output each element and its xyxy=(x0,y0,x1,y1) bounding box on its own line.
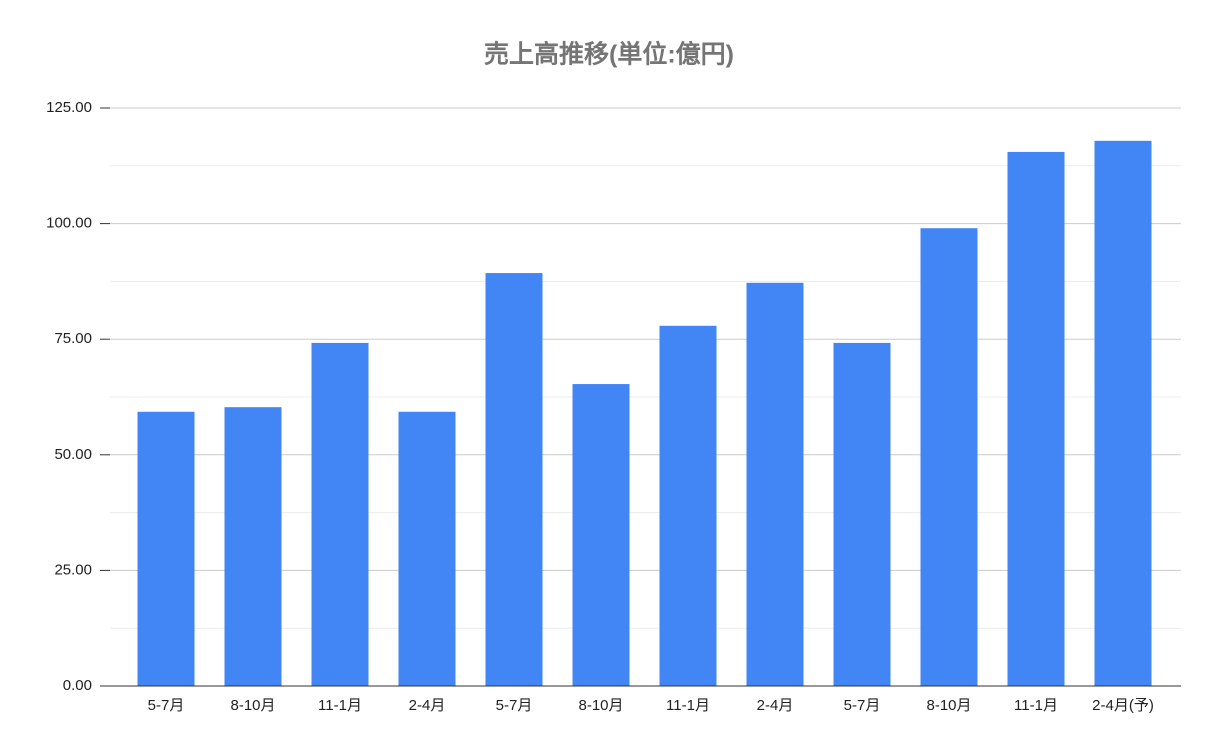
chart-title: 売上高推移(単位:億円) xyxy=(484,40,734,69)
bar xyxy=(485,273,543,686)
x-tick-label: 2-4月 xyxy=(409,697,446,714)
bar xyxy=(398,411,456,686)
bar xyxy=(920,228,978,686)
x-tick-label: 8-10月 xyxy=(926,697,971,714)
x-tick-label: 8-10月 xyxy=(578,697,623,714)
x-tick-label: 2-4月 xyxy=(757,697,794,714)
y-tick-label: 100.00 xyxy=(46,215,92,232)
x-tick-label: 5-7月 xyxy=(496,697,533,714)
x-tick-label: 11-1月 xyxy=(1014,697,1058,714)
x-tick-label: 5-7月 xyxy=(844,697,881,714)
bar xyxy=(746,282,804,686)
bar xyxy=(659,325,717,686)
bar xyxy=(1094,140,1152,687)
x-tick-label: 8-10月 xyxy=(230,697,275,714)
y-tick-label: 125.00 xyxy=(46,99,92,116)
y-tick-label: 50.00 xyxy=(54,446,92,463)
bar xyxy=(833,342,891,686)
bar xyxy=(224,407,282,686)
x-tick-label: 11-1月 xyxy=(318,697,362,714)
y-tick-label: 0.00 xyxy=(63,677,92,694)
bar xyxy=(137,411,195,686)
y-tick-label: 75.00 xyxy=(54,330,92,347)
x-tick-label: 5-7月 xyxy=(148,697,185,714)
x-tick-label: 11-1月 xyxy=(666,697,710,714)
bar xyxy=(311,342,369,686)
x-tick-label: 2-4月(予) xyxy=(1092,697,1154,714)
bar xyxy=(1007,151,1065,687)
y-tick-label: 25.00 xyxy=(54,561,92,578)
bar xyxy=(572,384,630,686)
